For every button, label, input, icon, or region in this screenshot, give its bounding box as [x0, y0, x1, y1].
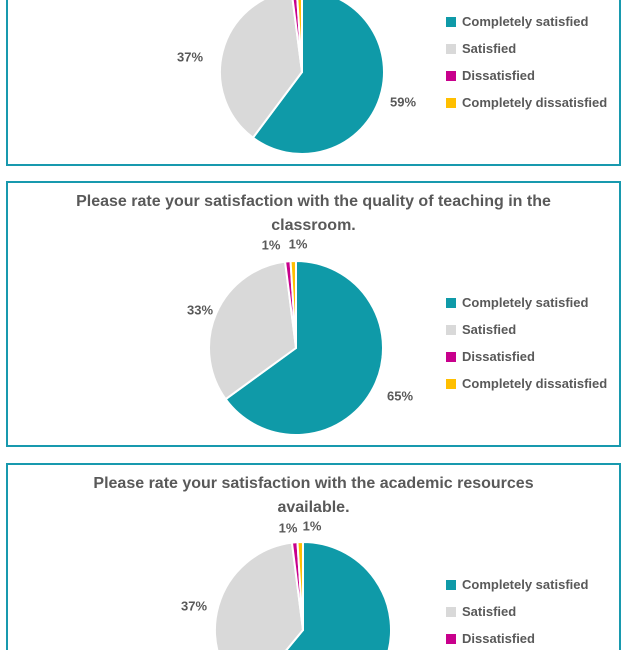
pie-percent-label: 1% [302, 518, 322, 534]
legend-label: Satisfied [462, 41, 517, 56]
chart-title-line-2: classroom. [271, 217, 356, 234]
legend-label: Completely satisfied [462, 14, 589, 29]
legend-item: Completely satisfied [446, 289, 607, 316]
legend-label: Completely satisfied [462, 577, 589, 592]
legend-label: Completely dissatisfied [462, 95, 608, 110]
legend-color-swatch [446, 297, 456, 308]
chart-title-line-1: Please rate your satisfaction with the a… [93, 475, 534, 492]
chart-card-teaching-quality: Please rate your satisfaction with the q… [6, 181, 621, 447]
legend-color-swatch [446, 70, 456, 81]
legend-item: Dissatisfied [446, 62, 607, 89]
legend-item: Satisfied [446, 35, 607, 62]
legend-label: Dissatisfied [462, 349, 535, 364]
legend-label: Satisfied [462, 322, 517, 337]
legend-item: Completely dissatisfied [446, 370, 607, 397]
legend-label: Dissatisfied [462, 631, 535, 646]
chart-card-academic-resources: Please rate your satisfaction with the a… [6, 463, 621, 650]
legend-color-swatch [446, 351, 456, 362]
legend: Completely satisfied Satisfied Dissatisf… [446, 571, 607, 650]
legend-color-swatch [446, 633, 456, 644]
legend-item: Satisfied [446, 316, 607, 343]
pie-slice-completely-satisfied [285, 541, 392, 650]
pie-chart [214, 540, 392, 650]
legend-item: Satisfied [446, 598, 607, 625]
legend: Completely satisfied Satisfied Dissatisf… [446, 8, 607, 116]
pie-percent-label: 37% [180, 598, 208, 614]
legend-color-swatch [446, 378, 456, 389]
pie-slice-satisfied [214, 541, 304, 650]
legend-color-swatch [446, 16, 456, 27]
legend-item: Dissatisfied [446, 343, 607, 370]
pie-percent-label: 1% [278, 520, 298, 536]
legend-color-swatch [446, 579, 456, 590]
legend-item: Dissatisfied [446, 625, 607, 650]
pie-slice-completely-dissatisfied [296, 0, 303, 73]
chart-title: Please rate your satisfaction with the a… [8, 472, 619, 520]
legend-color-swatch [446, 324, 456, 335]
chart-card-overall-satisfaction: 37% 59% Completely satisfied Satisfied D… [6, 0, 621, 166]
legend-label: Dissatisfied [462, 68, 535, 83]
pie-percent-label: 1% [261, 237, 281, 253]
chart-title-line-2: available. [277, 499, 350, 516]
legend-label: Satisfied [462, 604, 517, 619]
legend: Completely satisfied Satisfied Dissatisf… [446, 289, 607, 397]
pie-percent-label: 37% [176, 49, 204, 65]
chart-title: Please rate your satisfaction with the q… [8, 190, 619, 238]
chart-title-line-1: Please rate your satisfaction with the q… [76, 193, 551, 210]
legend-label: Completely satisfied [462, 295, 589, 310]
pie-slice-completely-satisfied [224, 260, 384, 436]
legend-color-swatch [446, 43, 456, 54]
legend-item: Completely satisfied [446, 571, 607, 598]
pie-slice-satisfied [218, 0, 303, 139]
pie-slice-completely-dissatisfied [289, 259, 297, 349]
legend-color-swatch [446, 97, 456, 108]
legend-color-swatch [446, 606, 456, 617]
pie-chart [208, 259, 384, 436]
pie-slice-satisfied [208, 260, 297, 401]
pie-slice-dissatisfied [291, 0, 303, 73]
pie-percent-label: 65% [386, 388, 414, 404]
pie-percent-label: 1% [288, 236, 308, 252]
legend-label: Completely dissatisfied [462, 376, 608, 391]
legend-item: Completely dissatisfied [446, 89, 607, 116]
pie-percent-label: 33% [186, 302, 214, 318]
pie-slice-completely-satisfied [251, 0, 385, 155]
pie-chart [218, 0, 385, 155]
legend-item: Completely satisfied [446, 8, 607, 35]
pie-slice-completely-dissatisfied [296, 540, 304, 631]
pie-percent-label: 59% [389, 94, 417, 110]
